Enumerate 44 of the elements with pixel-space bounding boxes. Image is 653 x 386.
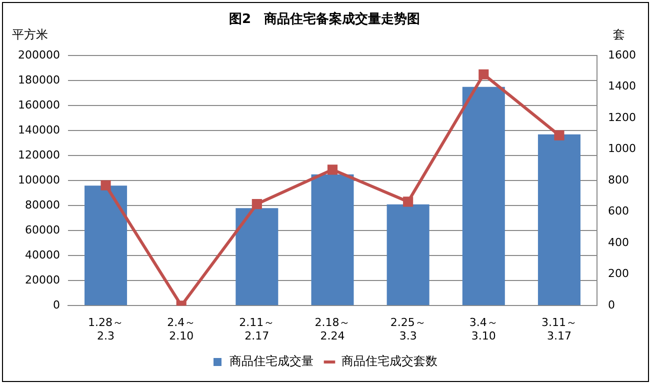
y-tick-label: 100000 [18,173,60,186]
y-tick-label: 120000 [18,148,60,162]
x-tick-label: 2.18～ 2.24 [314,316,350,342]
y2-axis-title: 套 [613,28,625,42]
y-tick-label: 160000 [18,98,60,112]
y2-tick-label: 1000 [608,142,636,156]
y-axis-title: 平方米 [12,28,48,42]
y2-tick-label: 400 [608,236,630,249]
y-tick-label: 140000 [18,123,60,136]
y-tick-label: 200000 [18,48,60,62]
legend-label: 商品住宅成交套数 [342,354,438,368]
bar [386,204,430,306]
x-tick-label: 2.25～ 3.3 [390,316,426,342]
y-tick-label: 20000 [24,273,60,286]
legend-label: 商品住宅成交量 [230,354,314,368]
y-tick-label: 0 [52,298,60,312]
y-tick-label: 60000 [24,223,60,236]
bar [311,174,354,306]
y-tick-label: 180000 [18,73,60,86]
x-tick-label: 3.4～ 3.10 [469,316,498,342]
y-tick-label: 40000 [24,248,60,262]
y2-tick-label: 600 [608,204,630,218]
chart-title: 图2 商品住宅备案成交量走势图 [228,11,420,28]
bar [236,208,278,306]
bar [462,86,505,306]
point [327,164,338,175]
point [478,69,489,80]
y2-tick-label: 1600 [608,48,636,62]
bar [538,134,580,306]
bar [84,186,128,306]
x-tick-label: 1.28～ 2.3 [88,316,124,342]
point [252,199,262,210]
y2-tick-label: 1200 [608,110,636,124]
y2-tick-label: 0 [608,298,616,312]
x-tick-label: 2.4～ 2.10 [167,316,196,342]
point [100,180,111,190]
y2-tick-label: 1400 [608,80,636,93]
y-tick-label: 80000 [24,198,60,212]
x-tick-label: 3.11～ 3.17 [541,316,577,342]
point [554,130,564,140]
x-tick-label: 2.11～ 2.17 [239,316,275,342]
y2-tick-label: 800 [608,173,630,186]
y2-tick-label: 200 [608,267,630,280]
point [403,196,414,207]
